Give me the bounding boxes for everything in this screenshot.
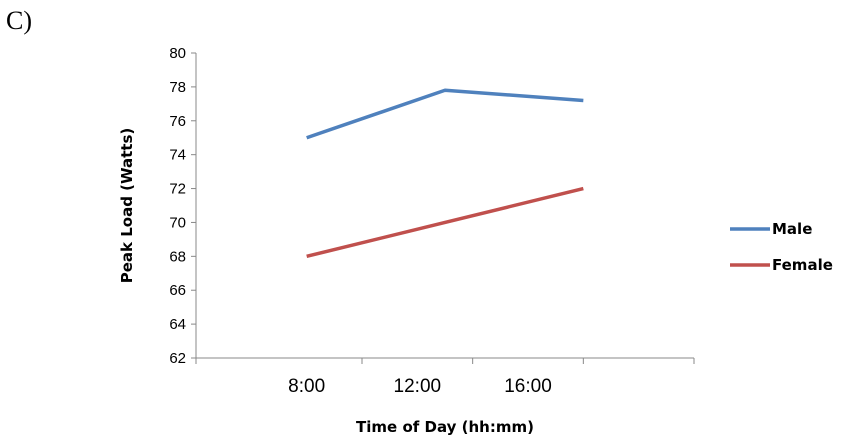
y-tick-label: 70 [169, 214, 186, 231]
x-tick-label: 12:00 [394, 376, 442, 397]
x-axis-title: Time of Day (hh:mm) [356, 418, 534, 436]
y-tick-label: 76 [169, 113, 186, 130]
x-tick-label: 8:00 [288, 376, 325, 397]
y-tick-label: 80 [169, 45, 186, 62]
y-tick-label: 64 [169, 316, 186, 333]
y-tick-label: 78 [169, 79, 186, 96]
series-line-male [306, 88, 584, 140]
legend: Male Female [730, 220, 833, 274]
x-ticks: 8:00 12:00 16:00 [195, 358, 695, 397]
y-tick-label: 66 [169, 282, 186, 299]
y-tick-label: 72 [169, 181, 186, 198]
axes [195, 53, 694, 359]
y-tick-label: 74 [169, 147, 186, 164]
series-lines [306, 88, 584, 259]
x-tick-label: 16:00 [504, 376, 552, 397]
y-axis-title: Peak Load (Watts) [118, 128, 136, 284]
legend-label: Male [772, 220, 812, 238]
legend-label: Female [772, 256, 833, 274]
y-ticks: 62 64 66 68 70 72 74 76 78 80 [169, 45, 196, 367]
y-tick-label: 62 [169, 350, 186, 367]
panel-label: C) [6, 6, 32, 35]
y-tick-label: 68 [169, 248, 186, 265]
series-line-female [306, 186, 584, 259]
